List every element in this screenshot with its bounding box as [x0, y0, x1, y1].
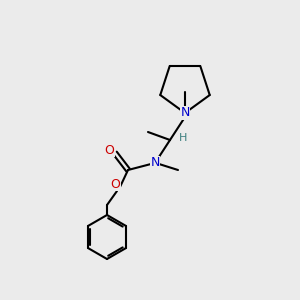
- Text: O: O: [110, 178, 120, 190]
- Text: O: O: [104, 143, 114, 157]
- Text: N: N: [150, 157, 160, 169]
- Text: H: H: [179, 133, 187, 143]
- Text: N: N: [180, 106, 190, 119]
